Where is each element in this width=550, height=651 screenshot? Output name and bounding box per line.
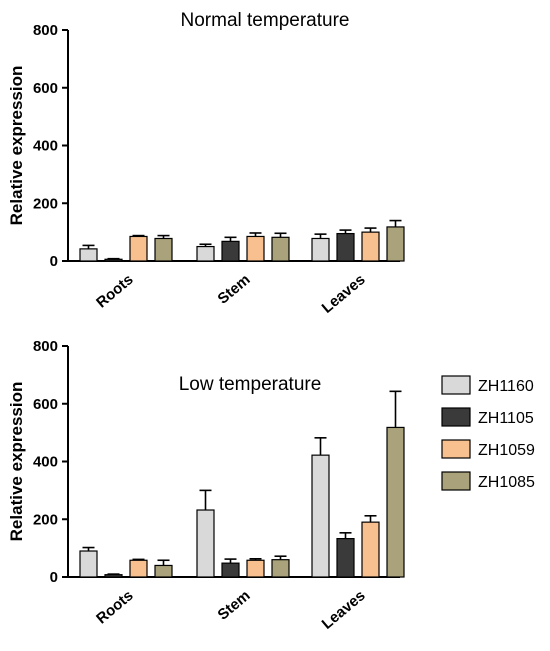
bar-ZH1160-leaves [311,237,330,262]
y-axis-label: Relative expression [7,66,26,226]
legend-label-ZH1105: ZH1105 [478,410,534,427]
legend-label-ZH1085: ZH1085 [478,474,535,491]
bar-ZH1085-leaves [386,426,405,578]
bar-ZH1105-stem [221,240,240,262]
legend-swatch-ZH1105 [441,407,471,427]
y-tick-label: 200 [33,195,58,212]
legend: ZH1160 ZH1105 ZH1059 ZH1085 [441,375,535,491]
y-tick-label: 200 [33,511,58,528]
bar-ZH1085-stem [271,236,290,262]
y-axis-label: Relative expression [7,382,26,542]
bar-ZH1059-leaves [361,231,380,262]
bar-ZH1059-stem [246,235,265,262]
bar-ZH1085-stem [271,559,290,578]
bar-ZH1160-roots [79,248,98,262]
chart-panel-2: Low temperature Relative expression 0 200 40… [7,338,535,633]
legend-label-ZH1160: ZH1160 [478,378,534,395]
bar-ZH1059-roots [129,559,148,578]
bar-ZH1105-leaves [336,232,355,262]
bar-ZH1105-stem [221,562,240,578]
category-label-roots: Roots [93,587,136,627]
chart-title: Normal temperature [181,10,350,31]
legend-swatch-ZH1160 [441,375,471,395]
y-tick-label: 600 [33,80,58,97]
category-label-leaves: Leaves [319,587,369,633]
bar-ZH1059-leaves [361,521,380,578]
bar-ZH1105-leaves [336,537,355,578]
category-label-stem: Stem [215,587,254,624]
y-tick-label: 0 [50,569,58,586]
bar-ZH1160-leaves [311,454,330,578]
bar-ZH1085-leaves [386,226,405,262]
bar-ZH1059-stem [246,559,265,578]
bar-ZH1105-roots [104,574,123,578]
bar-ZH1059-roots [129,235,148,262]
y-tick-label: 800 [33,22,58,39]
bar-ZH1085-roots [154,564,173,578]
category-label-roots: Roots [93,271,136,311]
category-label-leaves: Leaves [319,271,369,317]
bar-ZH1160-roots [79,550,98,578]
bar-ZH1160-stem [196,245,215,262]
y-tick-label: 0 [50,253,58,270]
chart-panel-1: Normal temperature Relative expression 0 20… [7,10,405,317]
bar-ZH1160-stem [196,509,215,578]
legend-swatch-ZH1085 [441,471,471,491]
y-tick-label: 400 [33,454,58,471]
y-tick-label: 600 [33,396,58,413]
legend-swatch-ZH1059 [441,439,471,459]
y-tick-label: 400 [33,138,58,155]
bar-ZH1085-roots [154,237,173,262]
chart-title: Low temperature [179,374,322,395]
y-tick-label: 800 [33,338,58,355]
category-label-stem: Stem [215,271,254,308]
legend-label-ZH1059: ZH1059 [478,442,535,459]
bar-ZH1105-roots [104,258,123,262]
